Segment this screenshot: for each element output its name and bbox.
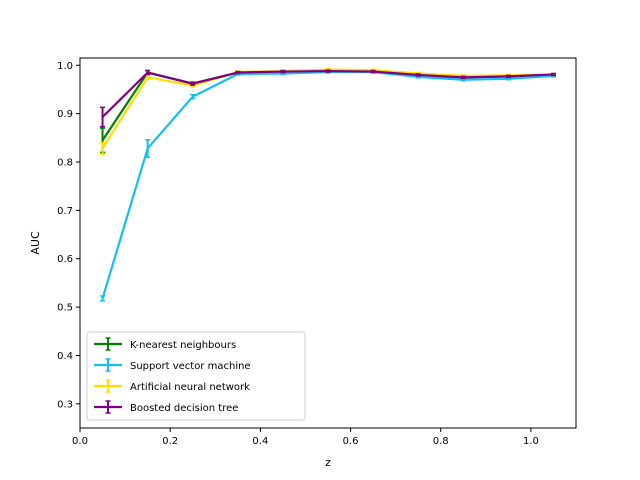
y-tick-label: 0.4 [57,351,73,362]
error-bar [415,73,421,77]
y-axis-ticks: 0.3 0.4 0.5 0.6 0.7 0.8 0.9 1.0 [57,61,80,410]
error-bar [100,106,106,128]
legend-item: K-nearest neighbours [94,337,236,351]
y-axis-label: AUC [29,231,42,255]
legend-box [86,331,306,421]
y-tick-label: 0.9 [57,109,73,120]
x-tick-label: 0.8 [433,436,449,447]
axes-frame [79,57,577,429]
x-axis-label: z [325,456,331,469]
legend-label: Artificial neural network [130,382,250,393]
legend-label: Boosted decision tree [130,403,238,414]
error-bar [190,94,196,100]
error-bar [100,295,106,302]
series-3 [100,69,556,128]
error-bar [550,72,556,77]
error-bar [325,69,331,73]
error-bar [370,69,376,74]
y-tick-label: 1.0 [57,61,73,72]
x-tick-label: 0.4 [252,436,268,447]
y-tick-label: 0.8 [57,157,73,168]
y-tick-label: 0.5 [57,303,73,314]
legend-item: Support vector machine [94,358,251,372]
legend-item: Boosted decision tree [94,400,238,414]
legend-label: Support vector machine [130,361,251,372]
error-bar [280,69,286,74]
y-tick-label: 0.7 [57,206,73,217]
error-bar [505,74,511,79]
legend-label: K-nearest neighbours [130,340,236,351]
y-tick-label: 0.6 [57,254,73,265]
error-bar [190,81,196,86]
x-axis-ticks: 0.0 0.2 0.4 0.6 0.8 1.0 [72,428,539,447]
error-bar [235,70,241,75]
series-layer [100,67,556,302]
y-tick-label: 0.3 [57,399,73,410]
legend-item: Artificial neural network [94,379,250,393]
error-bar [460,75,466,80]
error-bar [145,138,151,158]
error-bar [100,141,106,155]
x-tick-label: 0.6 [343,436,359,447]
x-tick-label: 1.0 [523,436,539,447]
x-tick-label: 0.0 [72,436,88,447]
error-bar [145,69,151,76]
legend: K-nearest neighbours Support vector machi… [86,331,306,421]
x-tick-label: 0.2 [162,436,178,447]
